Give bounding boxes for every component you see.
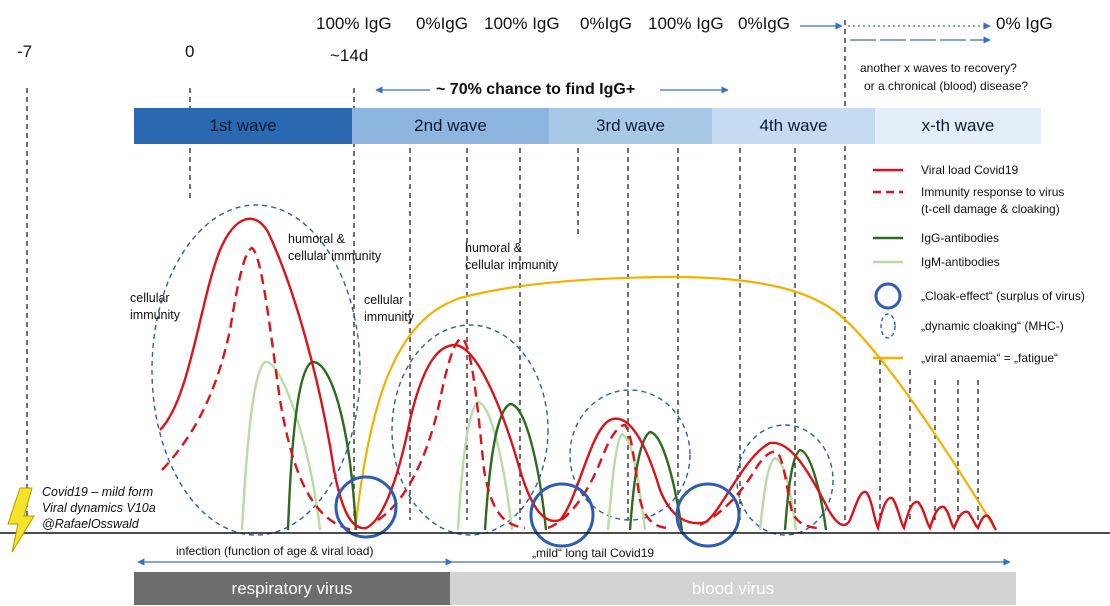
humoral-2-line1: humoral &	[465, 241, 522, 255]
legend-anaemia-label: „viral anaemia“ = „fatigue“	[921, 351, 1059, 365]
humoral-1-line1: humoral &	[288, 232, 345, 246]
legend-immunity-label-2: (t-cell damage & cloaking)	[921, 202, 1060, 216]
label-igg-e: 100% IgG	[648, 14, 724, 33]
igm-curve-4	[758, 456, 798, 531]
legend-symbols	[873, 168, 903, 360]
legend-igg-label: IgG-antibodies	[921, 231, 1000, 245]
cloak-ellipse-3	[569, 389, 691, 521]
legend-igm-label: IgM-antibodies	[921, 255, 1000, 269]
cloak-effect-circles	[334, 475, 741, 548]
cloak-ellipse-2	[391, 324, 549, 536]
wave-1-bg	[134, 108, 352, 144]
wave-5-label: x-th wave	[921, 116, 995, 135]
label-igg-b: 0%IgG	[416, 14, 468, 33]
igm-curve-3	[606, 432, 647, 531]
wave-1-label: 1st wave	[209, 116, 277, 135]
immunity-dashed-1	[161, 246, 353, 532]
cellular-immunity-2-line2: immunity	[364, 310, 415, 324]
humoral-1-line2: cellular immunity	[288, 249, 382, 263]
respiratory-bar-bg	[134, 572, 450, 605]
igm-curves	[240, 360, 798, 531]
humoral-2-line2: cellular immunity	[465, 258, 559, 272]
wave-3-bg	[549, 108, 712, 144]
wave-2-label: 2nd wave	[414, 116, 487, 135]
igm-curve-1	[240, 360, 322, 531]
blood-bar-bg	[450, 572, 1016, 605]
chance-label: ~ 70% chance to find IgG+	[436, 81, 636, 98]
infection-label: infection (function of age & viral load)	[176, 544, 374, 558]
lightning-icon	[7, 487, 35, 553]
igg-curves	[286, 360, 828, 531]
immunity-dashed-4	[699, 450, 821, 530]
signature-line2: Viral dynamics V10a	[42, 501, 156, 515]
cloak-circle-3	[675, 482, 741, 548]
wave-2-bg	[352, 108, 549, 144]
long-tail-label: „mild“ long tail Covid19	[532, 546, 655, 560]
label-minus7: -7	[17, 42, 33, 61]
legend-cloak-label: „Cloak-effect“ (surplus of virus)	[921, 289, 1085, 303]
recovery-note-line2: or a chronical (blood) disease?	[864, 79, 1029, 93]
igg-curve-3	[628, 430, 684, 531]
label-14d: ~14d	[330, 46, 369, 65]
label-igg-d: 0%IgG	[580, 14, 632, 33]
legend-cloak-circle	[874, 282, 902, 310]
wave-4-label: 4th wave	[759, 116, 828, 135]
wave-band	[134, 108, 1041, 144]
label-igg-c: 100% IgG	[484, 14, 560, 33]
igm-curve-2	[456, 400, 514, 531]
legend-dynamic-ellipse	[880, 313, 896, 339]
viral-load-curve	[159, 217, 997, 532]
respiratory-virus-label: respiratory virus	[231, 578, 353, 598]
cloak-circle-1	[334, 475, 398, 539]
legend-viral-label: Viral load Covid19	[921, 163, 1019, 177]
legend-dynamic-label: „dynamic cloaking“ (MHC-)	[921, 319, 1064, 333]
cloak-ellipse-4	[736, 424, 834, 536]
immunity-dashed-2	[377, 336, 526, 530]
signature-line3: @RafaelOsswald	[42, 517, 139, 531]
top-arrows	[375, 22, 991, 94]
label-igg-g: 0% IgG	[996, 14, 1053, 33]
wave-3-label: 3rd wave	[596, 116, 665, 135]
legend-immunity-label-1: Immunity response to virus	[921, 185, 1065, 199]
cloak-circle-2	[529, 482, 595, 548]
cellular-immunity-2-line1: cellular	[364, 293, 404, 307]
signature-line1: Covid19 – mild form	[42, 485, 154, 499]
wave-5-bg	[875, 108, 1041, 144]
cellular-immunity-1-line1: cellular	[130, 291, 170, 305]
cloak-ellipse-1	[151, 204, 361, 536]
igg-curve-4	[783, 448, 828, 531]
label-igg-f: 0%IgG	[738, 14, 790, 33]
cellular-immunity-1-line2: immunity	[130, 308, 181, 322]
igg-curve-2	[483, 402, 548, 531]
dynamic-cloaking-ellipses	[151, 204, 834, 536]
wave-4-bg	[712, 108, 875, 144]
label-zero: 0	[185, 42, 195, 61]
label-igg-a: 100% IgG	[316, 14, 392, 33]
recovery-note-line1: another x waves to recovery?	[860, 61, 1017, 75]
igg-curve-1	[286, 360, 358, 531]
viral-anaemia-curve	[353, 275, 997, 531]
blood-virus-label: blood virus	[691, 578, 775, 598]
